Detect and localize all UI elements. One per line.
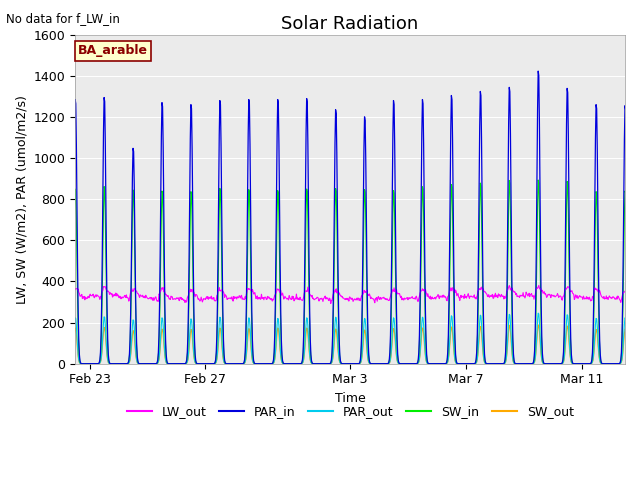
Text: BA_arable: BA_arable — [78, 45, 148, 58]
X-axis label: Time: Time — [335, 392, 365, 405]
Text: No data for f_LW_in: No data for f_LW_in — [6, 12, 120, 25]
Legend: LW_out, PAR_in, PAR_out, SW_in, SW_out: LW_out, PAR_in, PAR_out, SW_in, SW_out — [122, 400, 579, 423]
Y-axis label: LW, SW (W/m2), PAR (umol/m2/s): LW, SW (W/m2), PAR (umol/m2/s) — [15, 95, 28, 303]
Title: Solar Radiation: Solar Radiation — [282, 15, 419, 33]
